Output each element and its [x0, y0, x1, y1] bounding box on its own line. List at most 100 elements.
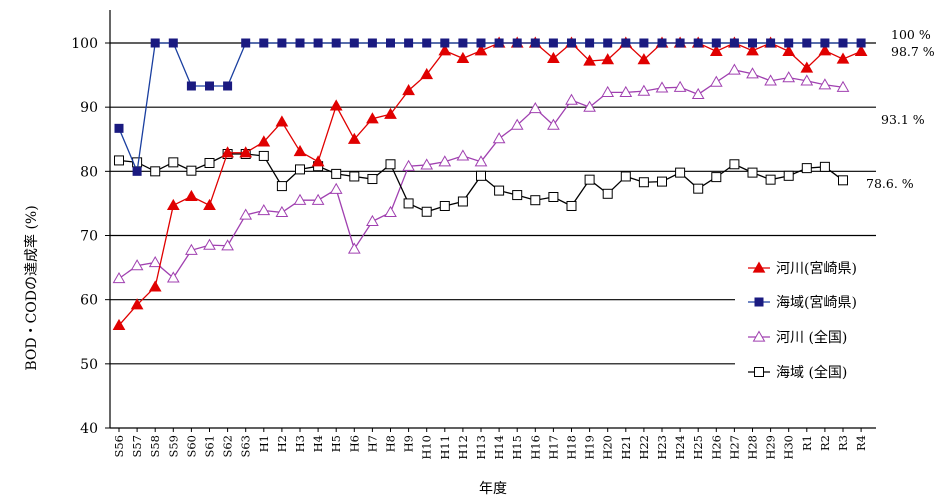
data-point-0-H4	[311, 155, 325, 167]
data-point-3-H23	[657, 176, 667, 187]
data-point-0-H3	[293, 144, 307, 157]
x-tick-label-H6: H6	[347, 435, 361, 452]
data-point-0-S63	[239, 146, 253, 158]
x-tick-label-H20: H20	[601, 435, 615, 460]
data-point-1-H24	[675, 38, 685, 48]
y-tick-label-50: 50	[80, 357, 98, 373]
data-point-0-H30	[782, 44, 796, 56]
data-point-2-H13	[474, 155, 488, 167]
data-point-1-S61	[205, 81, 214, 91]
data-point-0-R4	[854, 44, 868, 56]
data-point-1-S60	[186, 81, 196, 91]
y-tick-label-80: 80	[80, 164, 98, 180]
data-point-1-H7	[367, 38, 377, 48]
data-point-0-H8	[384, 107, 397, 119]
data-point-1-H30	[784, 38, 794, 48]
data-point-0-H12	[456, 51, 470, 64]
x-tick-label-S61: S61	[203, 435, 217, 458]
legend-item-2: 河川 (全国)	[748, 329, 847, 346]
data-point-0-H17	[547, 51, 560, 64]
data-point-1-R1	[802, 38, 812, 48]
data-point-0-H11	[438, 44, 452, 56]
legend-marker-1	[754, 297, 764, 307]
data-point-3-S56	[114, 155, 124, 166]
x-tick-label-S60: S60	[184, 435, 198, 458]
data-point-1-H12	[458, 38, 468, 48]
data-point-1-H6	[349, 38, 359, 48]
y-tick-label-40: 40	[80, 421, 98, 437]
data-point-3-H2	[276, 181, 287, 192]
data-point-1-H11	[440, 38, 450, 48]
data-point-2-R1	[800, 74, 814, 86]
data-point-3-H13	[476, 170, 486, 181]
data-point-1-H19	[585, 38, 595, 48]
data-point-0-R3	[836, 52, 850, 64]
x-tick-label-H28: H28	[746, 435, 760, 460]
x-tick-label-R3: R3	[836, 435, 850, 451]
data-point-3-H9	[403, 198, 414, 209]
data-point-1-H21	[621, 38, 631, 48]
data-point-2-S61	[203, 238, 216, 250]
data-point-2-H25	[691, 87, 705, 99]
data-point-2-H23	[655, 81, 669, 93]
x-tick-label-R4: R4	[854, 435, 868, 451]
data-point-2-S56	[112, 271, 126, 284]
series-1	[114, 38, 866, 176]
axes: 40 50 60 70 80 90 100 S56 S57 S58 S59 S60 S61 S62 S63 H…	[71, 10, 876, 460]
data-point-2-S57	[130, 259, 144, 271]
data-point-3-H24	[675, 167, 686, 178]
data-point-1-H18	[567, 38, 576, 48]
gridlines	[110, 42, 876, 365]
data-point-1-H29	[766, 38, 776, 48]
data-point-1-H1	[259, 38, 269, 48]
x-tick-label-H5: H5	[329, 435, 343, 452]
data-point-2-H30	[782, 71, 796, 83]
data-point-0-R2	[818, 44, 832, 56]
data-point-2-H16	[528, 101, 542, 114]
data-point-2-S58	[148, 255, 162, 268]
legend-item-0: 河川(宮崎県)	[748, 261, 857, 277]
data-point-2-H6	[347, 242, 361, 254]
data-point-1-S58	[150, 38, 160, 48]
data-point-2-H19	[583, 100, 596, 112]
end-labels: 100 % 98.7 % 93.1 % 78.6. %	[866, 27, 935, 191]
data-point-0-H2	[275, 115, 289, 127]
data-point-2-H18	[565, 93, 578, 105]
data-point-3-H14	[494, 185, 505, 196]
x-tick-label-H3: H3	[293, 435, 307, 452]
x-tick-label-H1: H1	[257, 435, 271, 452]
legend-label-1: 海域(宮崎県)	[776, 295, 857, 311]
data-point-0-S60	[185, 189, 198, 201]
x-tick-label-H17: H17	[546, 435, 560, 460]
data-point-3-S61	[204, 157, 215, 168]
data-point-3-H10	[421, 206, 432, 217]
end-label-2: 93.1 %	[881, 112, 925, 127]
data-point-0-H6	[347, 132, 361, 144]
y-tick-label-90: 90	[80, 100, 98, 116]
data-point-2-H3	[293, 193, 307, 205]
x-tick-label-H26: H26	[709, 435, 723, 460]
data-point-3-H26	[711, 172, 722, 183]
legend-label-2: 河川 (全国)	[776, 329, 847, 346]
data-point-0-S57	[130, 298, 144, 310]
data-point-0-S61	[203, 198, 216, 210]
data-point-0-H22	[637, 53, 651, 65]
data-point-0-H26	[709, 44, 723, 56]
data-point-2-H2	[275, 205, 289, 218]
data-point-2-H8	[384, 205, 397, 218]
x-tick-label-R2: R2	[818, 435, 832, 451]
legend: 河川(宮崎県) 海域(宮崎県) 河川 (全国) 海域 (全国)	[748, 261, 857, 381]
data-point-1-H5	[331, 38, 341, 48]
data-point-0-S59	[166, 198, 180, 210]
data-point-2-H11	[438, 155, 452, 167]
data-point-2-H27	[728, 63, 741, 75]
x-tick-label-H25: H25	[691, 435, 705, 460]
legend-label-0: 河川(宮崎県)	[776, 261, 857, 277]
data-point-1-H8	[386, 38, 395, 48]
data-point-1-H3	[295, 38, 305, 48]
data-point-2-H14	[492, 132, 506, 144]
data-point-1-H22	[639, 38, 649, 48]
data-point-3-H17	[548, 192, 559, 202]
data-point-0-H13	[474, 44, 488, 56]
data-point-1-H25	[693, 38, 703, 48]
